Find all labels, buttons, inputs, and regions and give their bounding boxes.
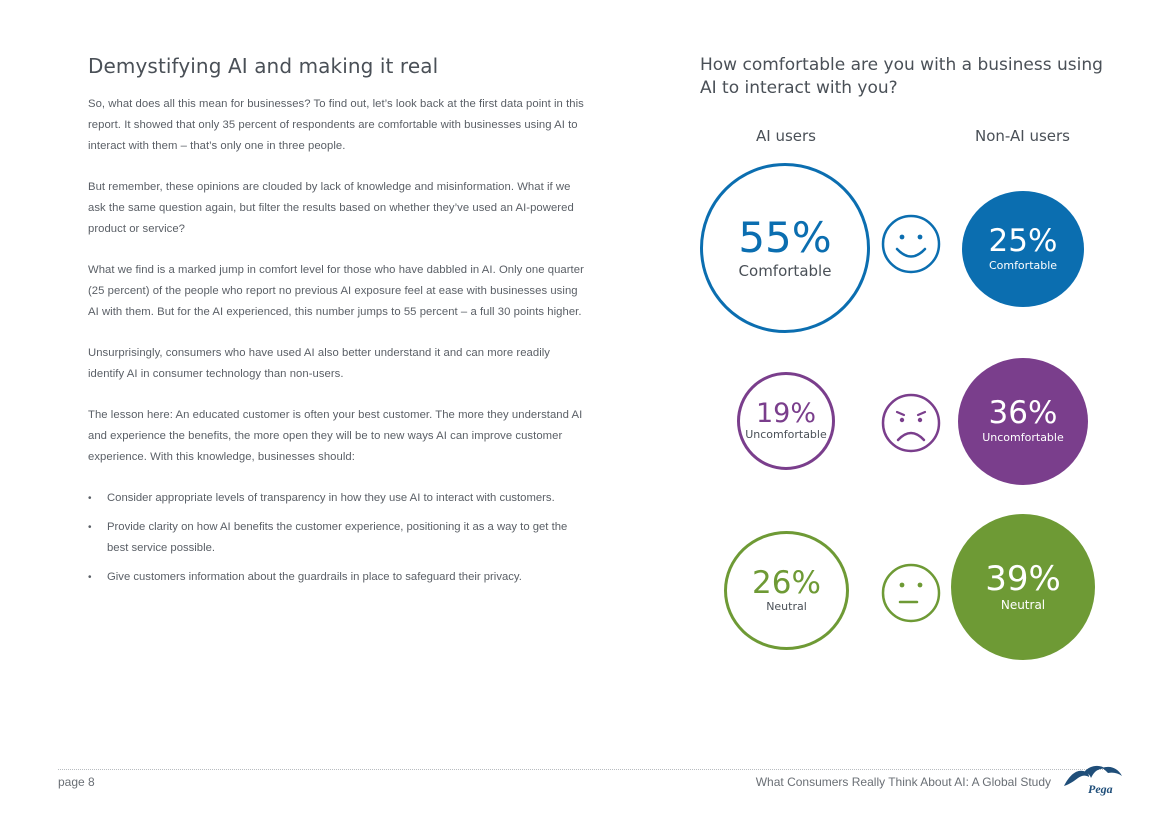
bubble-label: Uncomfortable [745,428,827,442]
paragraph-3: What we find is a marked jump in comfort… [88,264,584,318]
document-title: What Consumers Really Think About AI: A … [755,775,1051,789]
list-item: • Give customers information about the g… [88,567,588,588]
bubble-non-ai-comfortable: 25% Comfortable [962,191,1084,307]
happy-face-icon [881,214,941,274]
list-item: • Consider appropriate levels of transpa… [88,488,588,509]
neutral-face-icon [881,563,941,623]
column-label-non-ai-users: Non-AI users [975,127,1070,145]
bubble-non-ai-neutral: 39% Neutral [951,514,1095,660]
column-label-ai-users: AI users [756,127,816,145]
logo-text: Pega [1088,782,1113,796]
bullet-icon: • [88,572,92,583]
list-item: • Provide clarity on how AI benefits the… [88,517,588,559]
paragraph-5: The lesson here: An educated customer is… [88,409,583,463]
footer-divider [58,769,1111,770]
pega-logo-icon: Pega [1064,765,1122,796]
bubble-ai-neutral: 26% Neutral [724,531,849,650]
paragraph-2: But remember, these opinions are clouded… [88,181,574,235]
bubble-value: 36% [988,395,1058,432]
bubble-value: 25% [988,222,1058,259]
sad-face-icon [881,393,941,453]
list-item-text: Consider appropriate levels of transpare… [107,492,555,504]
bullet-icon: • [88,522,92,533]
bubble-label: Neutral [1000,597,1046,612]
list-item-text: Give customers information about the gua… [107,571,522,583]
chart-title: How comfortable are you with a business … [700,55,1103,98]
article-column: Demystifying AI and making it real So, w… [88,54,588,596]
recommendation-list: • Consider appropriate levels of transpa… [88,488,588,588]
bubble-ai-uncomfortable: 19% Uncomfortable [737,372,835,470]
bubble-value: 55% [738,212,832,262]
bullet-icon: • [88,493,92,504]
paragraph-1: So, what does all this mean for business… [88,98,584,152]
bubble-label: Comfortable [738,261,832,280]
paragraph-4: Unsurprisingly, consumers who have used … [88,347,551,380]
page-number: page 8 [58,775,95,789]
bubble-non-ai-uncomfortable: 36% Uncomfortable [958,358,1088,485]
bubble-value: 39% [985,558,1061,599]
bubble-label: Uncomfortable [982,431,1064,445]
bubble-ai-comfortable: 55% Comfortable [700,163,870,333]
bubble-label: Neutral [766,599,807,613]
bubble-value: 26% [752,564,821,601]
list-item-text: Provide clarity on how AI benefits the c… [107,521,568,554]
bubble-value: 19% [755,398,816,430]
section-heading: Demystifying AI and making it real [88,54,439,78]
bubble-label: Comfortable [988,258,1058,272]
